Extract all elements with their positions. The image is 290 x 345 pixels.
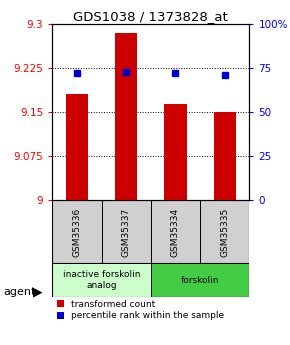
Bar (151, 200, 200, 263)
Bar (52, 263, 151, 297)
Text: GSM35336: GSM35336 (72, 207, 81, 257)
Legend: transformed count, percentile rank within the sample: transformed count, percentile rank withi… (57, 300, 224, 321)
Bar (214, 112, 236, 200)
Text: inactive forskolin
analog: inactive forskolin analog (63, 270, 140, 290)
Bar (200, 200, 249, 263)
Title: GDS1038 / 1373828_at: GDS1038 / 1373828_at (73, 10, 228, 23)
Bar (66, 95, 88, 200)
Text: forskolin: forskolin (181, 276, 219, 285)
Bar (102, 200, 151, 263)
Bar (115, 33, 137, 200)
Bar (52, 200, 102, 263)
Text: GSM35335: GSM35335 (220, 207, 229, 257)
Text: GSM35334: GSM35334 (171, 207, 180, 257)
Text: GSM35337: GSM35337 (122, 207, 131, 257)
Bar (151, 263, 249, 297)
Text: ▶: ▶ (33, 285, 43, 298)
Bar (164, 105, 186, 200)
Text: agent: agent (3, 287, 35, 296)
